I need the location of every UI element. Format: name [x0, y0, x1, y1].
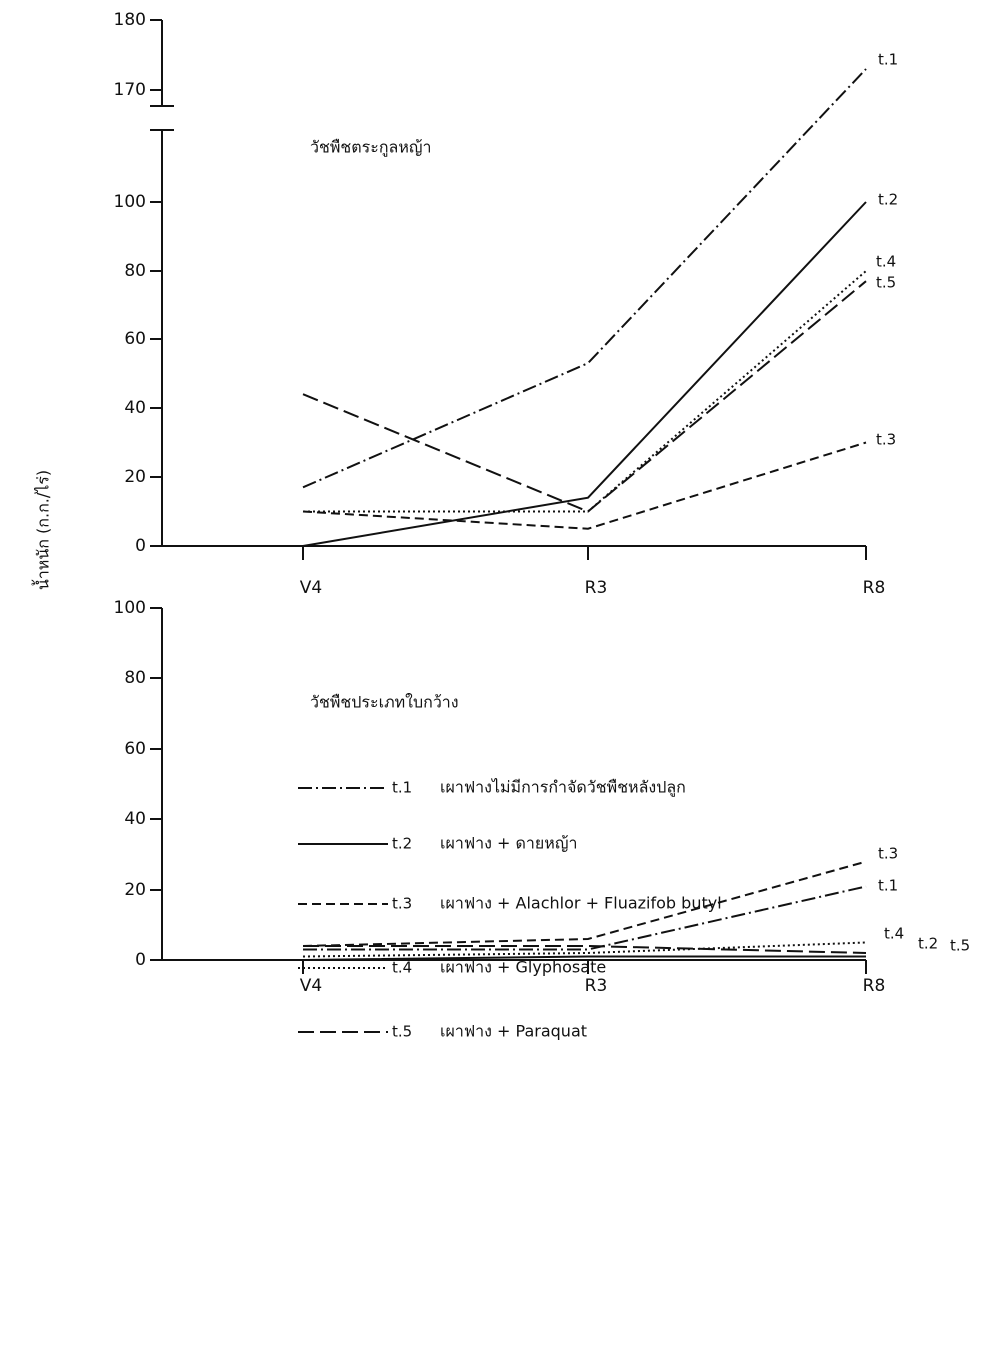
y-tick-label: 170 [114, 80, 146, 100]
y-tick-label: 0 [135, 536, 146, 556]
y-tick-label: 20 [124, 880, 146, 900]
y-tick-label: 0 [135, 950, 146, 970]
legend-label: เผาฟางไม่มีการกำจัดวัชพืชหลังปลูก [440, 778, 686, 798]
x-tick-label: R8 [863, 976, 886, 996]
y-tick-label: 40 [124, 809, 146, 829]
series-line [303, 443, 866, 529]
series-line [303, 202, 866, 546]
series-end-label: t.3 [876, 431, 896, 449]
y-tick-label: 60 [124, 329, 146, 349]
series-end-label: t.4 [876, 253, 896, 271]
y-axis-label: น้ำหนัก (ก.ก./ไร่) [32, 470, 53, 590]
y-tick-label: 80 [124, 668, 146, 688]
y-tick-label: 180 [114, 10, 146, 30]
x-tick-label: R8 [863, 578, 886, 598]
page: { "y_axis_label": "น้ำหนัก (ก.ก./ไร่)", … [0, 0, 986, 1341]
series-end-label: t.2 [918, 935, 938, 953]
series-end-label: t.3 [878, 845, 898, 863]
chart: น้ำหนัก (ก.ก./ไร่) 0 20 40 60 80 100 170 180 V4 R… [0, 0, 986, 1341]
x-tick-label: V4 [300, 976, 322, 996]
legend-key: t.5 [392, 1023, 412, 1041]
x-tick-label: R3 [585, 976, 608, 996]
legend-key: t.1 [392, 779, 412, 797]
legend: t.1 เผาฟางไม่มีการกำจัดวัชพืชหลังปลูก t.2 เ… [298, 778, 722, 1041]
legend-label: เผาฟาง + Glyphosate [440, 958, 606, 977]
legend-label: เผาฟาง + Alachlor + Fluazifob butyl [440, 894, 722, 913]
y-tick-label: 20 [124, 467, 146, 487]
y-tick-label: 60 [124, 739, 146, 759]
legend-key: t.4 [392, 959, 412, 977]
series-end-label: t.5 [876, 274, 896, 292]
series-end-label: t.5 [950, 937, 970, 955]
chart-panel: 0 20 40 60 80 100 170 180 V4 R3 R8 วัชพืชตระกูลหญ้า… [114, 10, 899, 598]
legend-label: เผาฟาง + ดายหญ้า [440, 834, 577, 853]
y-tick-label: 100 [114, 598, 146, 618]
series-end-label: t.1 [878, 877, 898, 895]
series-line [303, 69, 866, 487]
chart-panel: 0 20 40 60 80 100 V4 R3 R8 วัชพืชประเภทใบกว้าง t.1… [114, 598, 971, 996]
series-end-label: t.1 [878, 51, 898, 69]
series-end-label: t.2 [878, 191, 898, 209]
series-line [303, 281, 866, 511]
legend-key: t.3 [392, 895, 412, 913]
y-tick-label: 80 [124, 261, 146, 281]
chart-title: วัชพืชตระกูลหญ้า [310, 138, 431, 158]
y-tick-label: 100 [114, 192, 146, 212]
legend-label: เผาฟาง + Paraquat [440, 1022, 587, 1041]
series-line [303, 271, 866, 512]
legend-key: t.2 [392, 835, 412, 853]
x-tick-label: R3 [585, 578, 608, 598]
x-tick-label: V4 [300, 578, 322, 598]
chart-title: วัชพืชประเภทใบกว้าง [310, 693, 459, 712]
series-end-label: t.4 [884, 925, 904, 943]
y-tick-label: 40 [124, 398, 146, 418]
